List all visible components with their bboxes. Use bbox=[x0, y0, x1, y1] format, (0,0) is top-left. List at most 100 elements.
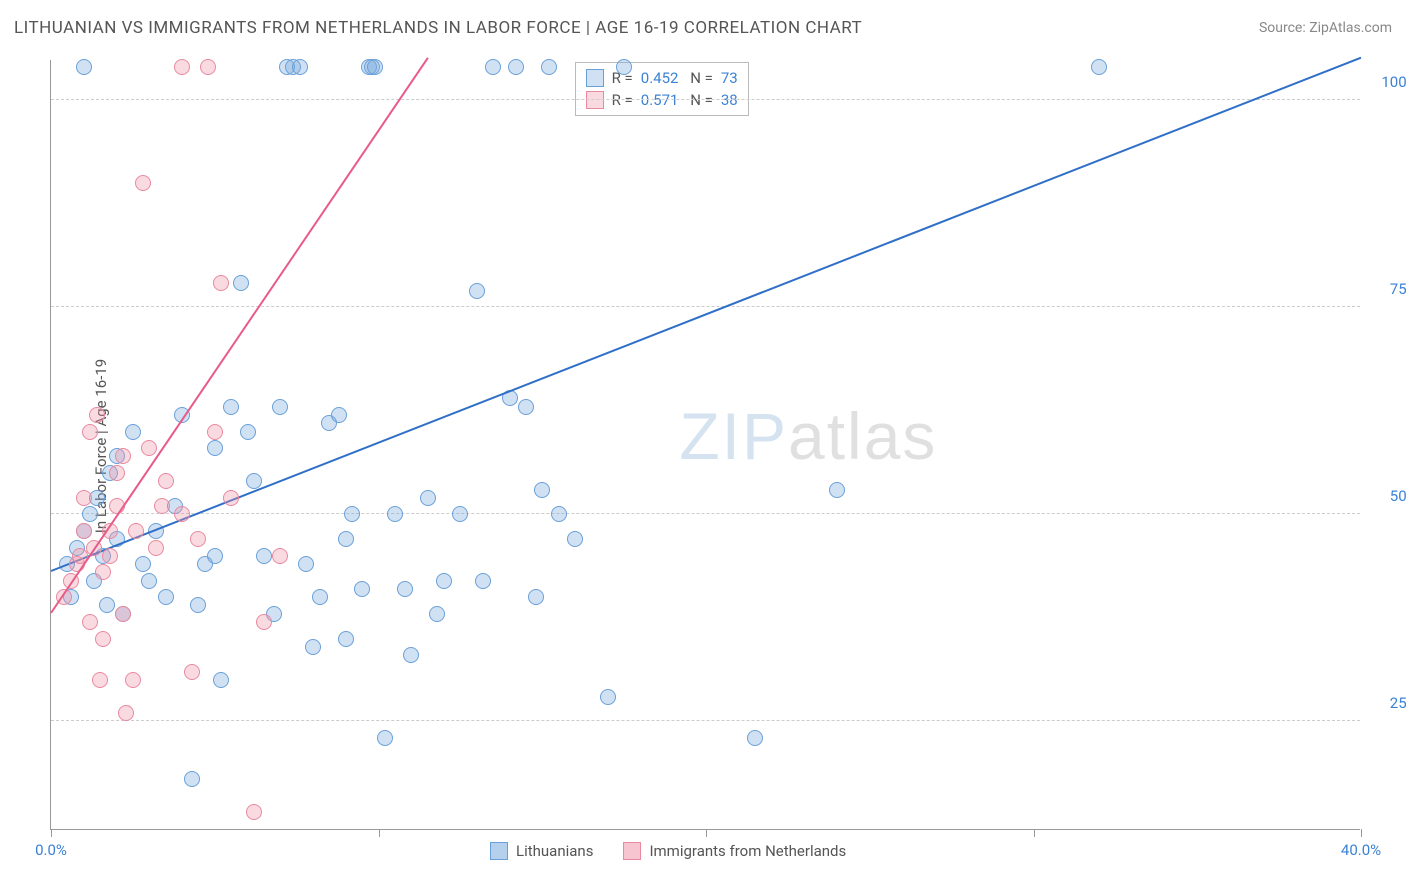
data-point bbox=[128, 523, 144, 539]
data-point bbox=[207, 424, 223, 440]
data-point bbox=[338, 531, 354, 547]
correlation-legend: R =0.452 N =73R =0.571 N =38 bbox=[575, 62, 749, 116]
data-point bbox=[115, 606, 131, 622]
stat-n-label: N = bbox=[686, 69, 712, 87]
legend-row: R =0.452 N =73 bbox=[586, 67, 738, 89]
data-point bbox=[256, 548, 272, 564]
data-point bbox=[829, 482, 845, 498]
chart-source: Source: ZipAtlas.com bbox=[1259, 20, 1392, 36]
data-point bbox=[429, 606, 445, 622]
data-point bbox=[184, 664, 200, 680]
data-point bbox=[174, 506, 190, 522]
legend-label: Immigrants from Netherlands bbox=[649, 842, 846, 860]
trend-line bbox=[50, 57, 428, 613]
chart-title: LITHUANIAN VS IMMIGRANTS FROM NETHERLAND… bbox=[14, 18, 862, 38]
data-point bbox=[207, 440, 223, 456]
data-point bbox=[223, 399, 239, 415]
data-point bbox=[233, 275, 249, 291]
data-point bbox=[95, 631, 111, 647]
data-point bbox=[200, 59, 216, 75]
gridline bbox=[51, 720, 1360, 721]
plot-area: ZIPatlas R =0.452 N =73R =0.571 N =38 25… bbox=[50, 60, 1360, 830]
data-point bbox=[95, 564, 111, 580]
gridline bbox=[51, 513, 1360, 514]
data-point bbox=[125, 672, 141, 688]
data-point bbox=[1091, 59, 1107, 75]
data-point bbox=[551, 506, 567, 522]
data-point bbox=[102, 548, 118, 564]
y-tick-label: 75.0% bbox=[1370, 280, 1406, 298]
data-point bbox=[99, 597, 115, 613]
data-point bbox=[452, 506, 468, 522]
data-point bbox=[292, 59, 308, 75]
watermark-zip: ZIP bbox=[679, 399, 788, 473]
data-point bbox=[240, 424, 256, 440]
x-tick bbox=[1034, 829, 1035, 837]
legend-label: Lithuanians bbox=[516, 842, 593, 860]
data-point bbox=[158, 473, 174, 489]
data-point bbox=[567, 531, 583, 547]
data-point bbox=[76, 490, 92, 506]
data-point bbox=[354, 581, 370, 597]
data-point bbox=[528, 589, 544, 605]
data-point bbox=[541, 59, 557, 75]
data-point bbox=[76, 59, 92, 75]
data-point bbox=[89, 407, 105, 423]
data-point bbox=[118, 705, 134, 721]
data-point bbox=[213, 672, 229, 688]
data-point bbox=[154, 498, 170, 514]
data-point bbox=[92, 672, 108, 688]
data-point bbox=[148, 540, 164, 556]
legend-swatch bbox=[490, 842, 508, 860]
gridline bbox=[51, 99, 1360, 100]
gridline bbox=[51, 306, 1360, 307]
data-point bbox=[82, 424, 98, 440]
data-point bbox=[213, 275, 229, 291]
data-point bbox=[184, 771, 200, 787]
legend-swatch bbox=[623, 842, 641, 860]
data-point bbox=[272, 548, 288, 564]
series-legend: Lithuanians Immigrants from Netherlands bbox=[490, 842, 846, 860]
trend-line bbox=[51, 57, 1362, 572]
data-point bbox=[518, 399, 534, 415]
x-tick-label: 0.0% bbox=[35, 841, 67, 859]
y-tick-label: 25.0% bbox=[1370, 694, 1406, 712]
data-point bbox=[747, 730, 763, 746]
data-point bbox=[109, 465, 125, 481]
data-point bbox=[305, 639, 321, 655]
data-point bbox=[82, 614, 98, 630]
chart-header: LITHUANIAN VS IMMIGRANTS FROM NETHERLAND… bbox=[14, 18, 1392, 38]
data-point bbox=[377, 730, 393, 746]
data-point bbox=[298, 556, 314, 572]
data-point bbox=[600, 689, 616, 705]
data-point bbox=[223, 490, 239, 506]
data-point bbox=[420, 490, 436, 506]
watermark-atlas: atlas bbox=[788, 399, 937, 473]
data-point bbox=[312, 589, 328, 605]
data-point bbox=[469, 283, 485, 299]
legend-item: Lithuanians bbox=[490, 842, 593, 860]
data-point bbox=[331, 407, 347, 423]
data-point bbox=[197, 556, 213, 572]
data-point bbox=[256, 614, 272, 630]
stat-r-value: 0.452 bbox=[641, 69, 679, 87]
stat-n-value: 73 bbox=[721, 69, 738, 87]
data-point bbox=[367, 59, 383, 75]
x-tick bbox=[379, 829, 380, 837]
data-point bbox=[344, 506, 360, 522]
data-point bbox=[534, 482, 550, 498]
data-point bbox=[508, 59, 524, 75]
data-point bbox=[272, 399, 288, 415]
data-point bbox=[141, 573, 157, 589]
data-point bbox=[158, 589, 174, 605]
legend-item: Immigrants from Netherlands bbox=[623, 842, 846, 860]
data-point bbox=[115, 448, 131, 464]
data-point bbox=[190, 531, 206, 547]
data-point bbox=[76, 523, 92, 539]
x-tick bbox=[51, 829, 52, 837]
data-point bbox=[387, 506, 403, 522]
x-tick-label: 40.0% bbox=[1341, 841, 1381, 859]
data-point bbox=[141, 440, 157, 456]
data-point bbox=[616, 59, 632, 75]
data-point bbox=[190, 597, 206, 613]
